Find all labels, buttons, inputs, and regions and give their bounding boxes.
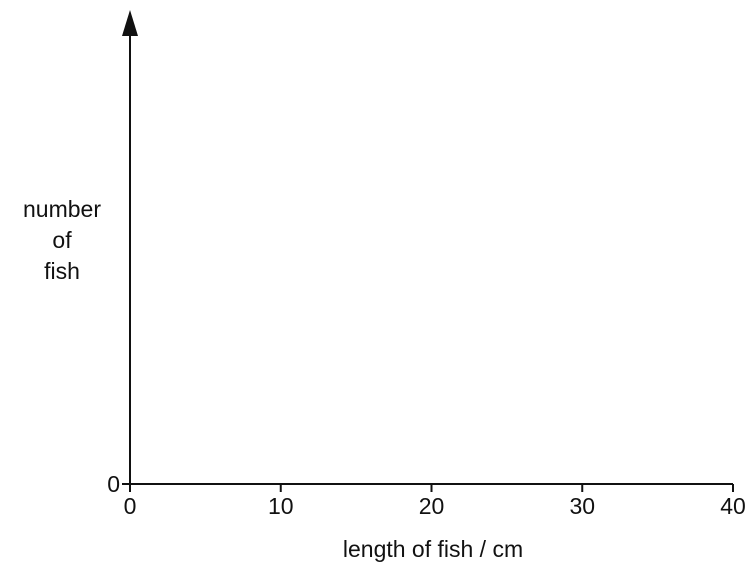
y-axis-label-line-1: number <box>23 196 101 222</box>
y-axis-label-line-3: fish <box>44 258 80 284</box>
y-axis-arrowhead <box>122 10 138 36</box>
x-tick-label: 40 <box>720 493 746 519</box>
y-axis-label: number of fish <box>23 196 101 284</box>
axes <box>122 10 733 485</box>
x-tick-label: 20 <box>419 493 445 519</box>
x-tick-label: 0 <box>124 493 137 519</box>
y-tick-label: 0 <box>107 471 120 497</box>
x-ticks: 0 10 20 30 40 <box>124 484 746 519</box>
y-axis-label-line-2: of <box>52 227 72 253</box>
y-ticks: 0 <box>107 471 130 497</box>
x-tick-label: 10 <box>268 493 294 519</box>
x-tick-label: 30 <box>569 493 595 519</box>
x-axis-label: length of fish / cm <box>343 536 523 562</box>
